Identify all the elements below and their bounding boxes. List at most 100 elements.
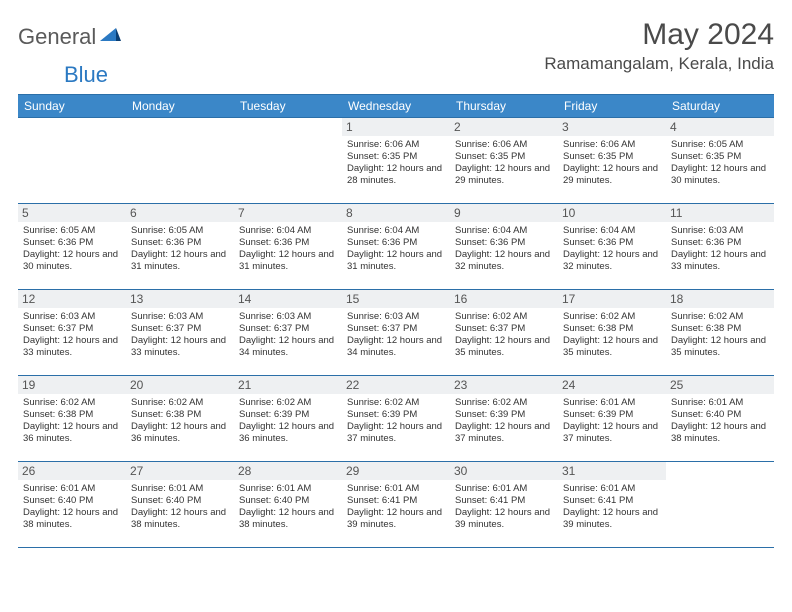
day-number: 10 <box>558 204 666 222</box>
calendar-cell: 23Sunrise: 6:02 AMSunset: 6:39 PMDayligh… <box>450 376 558 462</box>
day-info: Sunrise: 6:02 AMSunset: 6:38 PMDaylight:… <box>671 311 769 359</box>
day-info: Sunrise: 6:06 AMSunset: 6:35 PMDaylight:… <box>347 139 445 187</box>
calendar-cell <box>18 118 126 204</box>
day-number: 30 <box>450 462 558 480</box>
weekday-header: Sunday <box>18 95 126 118</box>
day-number: 23 <box>450 376 558 394</box>
day-number: 2 <box>450 118 558 136</box>
calendar-cell: 3 Sunrise: 6:06 AMSunset: 6:35 PMDaylight… <box>558 118 666 204</box>
calendar-cell: 27Sunrise: 6:01 AMSunset: 6:40 PMDayligh… <box>126 462 234 548</box>
calendar-cell: 6Sunrise: 6:05 AMSunset: 6:36 PMDaylight… <box>126 204 234 290</box>
calendar-cell: 13 Sunrise: 6:03 AMSunset: 6:37 PMDayligh… <box>126 290 234 376</box>
calendar-cell: 21Sunrise: 6:02 AMSunset: 6:39 PMDayligh… <box>234 376 342 462</box>
day-info: Sunrise: 6:05 AMSunset: 6:35 PMDaylight:… <box>671 139 769 187</box>
day-info: Sunrise: 6:03 AMSunset: 6:37 PMDaylight:… <box>131 311 229 359</box>
day-info: Sunrise: 6:02 AMSunset: 6:39 PMDaylight:… <box>239 397 337 445</box>
calendar-cell: 1 Sunrise: 6:06 AMSunset: 6:35 PMDaylight… <box>342 118 450 204</box>
day-info: Sunrise: 6:04 AMSunset: 6:36 PMDaylight:… <box>239 225 337 273</box>
day-number: 7 <box>234 204 342 222</box>
weekday-header: Saturday <box>666 95 774 118</box>
location-text: Ramamangalam, Kerala, India <box>544 54 774 74</box>
brand-word-2: Blue <box>64 62 108 88</box>
day-info: Sunrise: 6:03 AMSunset: 6:36 PMDaylight:… <box>671 225 769 273</box>
day-info: Sunrise: 6:01 AMSunset: 6:40 PMDaylight:… <box>23 483 121 531</box>
calendar-cell: 11 Sunrise: 6:03 AMSunset: 6:36 PMDayligh… <box>666 204 774 290</box>
day-number: 3 <box>558 118 666 136</box>
day-info: Sunrise: 6:06 AMSunset: 6:35 PMDaylight:… <box>563 139 661 187</box>
calendar-cell: 30 Sunrise: 6:01 AMSunset: 6:41 PMDayligh… <box>450 462 558 548</box>
calendar-row: 5 Sunrise: 6:05 AMSunset: 6:36 PMDaylight… <box>18 204 774 290</box>
calendar-row: 12 Sunrise: 6:03 AMSunset: 6:37 PMDayligh… <box>18 290 774 376</box>
day-number: 24 <box>558 376 666 394</box>
calendar-cell: 2 Sunrise: 6:06 AMSunset: 6:35 PMDaylight… <box>450 118 558 204</box>
day-info: Sunrise: 6:03 AMSunset: 6:37 PMDaylight:… <box>239 311 337 359</box>
calendar-row: 19 Sunrise: 6:02 AMSunset: 6:38 PMDayligh… <box>18 376 774 462</box>
day-info: Sunrise: 6:02 AMSunset: 6:38 PMDaylight:… <box>23 397 121 445</box>
day-number: 28 <box>234 462 342 480</box>
day-number: 16 <box>450 290 558 308</box>
weekday-header: Monday <box>126 95 234 118</box>
day-number: 11 <box>666 204 774 222</box>
day-info: Sunrise: 6:02 AMSunset: 6:38 PMDaylight:… <box>131 397 229 445</box>
brand-word-1: General <box>18 24 96 50</box>
day-number: 15 <box>342 290 450 308</box>
day-number: 1 <box>342 118 450 136</box>
weekday-row: SundayMondayTuesdayWednesdayThursdayFrid… <box>18 95 774 118</box>
day-info: Sunrise: 6:04 AMSunset: 6:36 PMDaylight:… <box>455 225 553 273</box>
calendar-cell: 19 Sunrise: 6:02 AMSunset: 6:38 PMDayligh… <box>18 376 126 462</box>
day-number: 25 <box>666 376 774 394</box>
day-info: Sunrise: 6:05 AMSunset: 6:36 PMDaylight:… <box>131 225 229 273</box>
calendar-cell <box>126 118 234 204</box>
day-number: 31 <box>558 462 666 480</box>
title-block: May 2024 Ramamangalam, Kerala, India <box>544 18 774 74</box>
calendar-cell: 5 Sunrise: 6:05 AMSunset: 6:36 PMDaylight… <box>18 204 126 290</box>
day-info: Sunrise: 6:01 AMSunset: 6:41 PMDaylight:… <box>563 483 661 531</box>
calendar-cell: 28 Sunrise: 6:01 AMSunset: 6:40 PMDayligh… <box>234 462 342 548</box>
day-info: Sunrise: 6:06 AMSunset: 6:35 PMDaylight:… <box>455 139 553 187</box>
day-info: Sunrise: 6:01 AMSunset: 6:40 PMDaylight:… <box>239 483 337 531</box>
day-info: Sunrise: 6:01 AMSunset: 6:39 PMDaylight:… <box>563 397 661 445</box>
calendar-cell: 14Sunrise: 6:03 AMSunset: 6:37 PMDayligh… <box>234 290 342 376</box>
calendar-cell: 16Sunrise: 6:02 AMSunset: 6:37 PMDayligh… <box>450 290 558 376</box>
day-info: Sunrise: 6:03 AMSunset: 6:37 PMDaylight:… <box>23 311 121 359</box>
calendar-cell: 17Sunrise: 6:02 AMSunset: 6:38 PMDayligh… <box>558 290 666 376</box>
calendar-cell: 8Sunrise: 6:04 AMSunset: 6:36 PMDaylight… <box>342 204 450 290</box>
calendar-body: 1 Sunrise: 6:06 AMSunset: 6:35 PMDaylight… <box>18 118 774 548</box>
calendar-row: 1 Sunrise: 6:06 AMSunset: 6:35 PMDaylight… <box>18 118 774 204</box>
weekday-header: Tuesday <box>234 95 342 118</box>
day-info: Sunrise: 6:01 AMSunset: 6:41 PMDaylight:… <box>347 483 445 531</box>
day-info: Sunrise: 6:01 AMSunset: 6:40 PMDaylight:… <box>671 397 769 445</box>
day-number: 12 <box>18 290 126 308</box>
weekday-header: Friday <box>558 95 666 118</box>
day-number: 13 <box>126 290 234 308</box>
calendar-cell: 26 Sunrise: 6:01 AMSunset: 6:40 PMDayligh… <box>18 462 126 548</box>
calendar-cell: 12 Sunrise: 6:03 AMSunset: 6:37 PMDayligh… <box>18 290 126 376</box>
day-number: 19 <box>18 376 126 394</box>
calendar-head: SundayMondayTuesdayWednesdayThursdayFrid… <box>18 95 774 118</box>
day-number: 29 <box>342 462 450 480</box>
day-info: Sunrise: 6:02 AMSunset: 6:39 PMDaylight:… <box>347 397 445 445</box>
day-number: 26 <box>18 462 126 480</box>
day-number: 18 <box>666 290 774 308</box>
calendar-cell: 22Sunrise: 6:02 AMSunset: 6:39 PMDayligh… <box>342 376 450 462</box>
day-info: Sunrise: 6:05 AMSunset: 6:36 PMDaylight:… <box>23 225 121 273</box>
day-number: 8 <box>342 204 450 222</box>
calendar-cell: 15Sunrise: 6:03 AMSunset: 6:37 PMDayligh… <box>342 290 450 376</box>
calendar-cell: 9 Sunrise: 6:04 AMSunset: 6:36 PMDaylight… <box>450 204 558 290</box>
weekday-header: Thursday <box>450 95 558 118</box>
calendar-cell: 31 Sunrise: 6:01 AMSunset: 6:41 PMDayligh… <box>558 462 666 548</box>
day-number: 9 <box>450 204 558 222</box>
day-number: 20 <box>126 376 234 394</box>
day-info: Sunrise: 6:01 AMSunset: 6:41 PMDaylight:… <box>455 483 553 531</box>
calendar-table: SundayMondayTuesdayWednesdayThursdayFrid… <box>18 94 774 548</box>
day-info: Sunrise: 6:01 AMSunset: 6:40 PMDaylight:… <box>131 483 229 531</box>
day-number: 4 <box>666 118 774 136</box>
day-number: 17 <box>558 290 666 308</box>
calendar-cell: 4 Sunrise: 6:05 AMSunset: 6:35 PMDaylight… <box>666 118 774 204</box>
brand-triangle-icon <box>100 26 122 49</box>
calendar-row: 26 Sunrise: 6:01 AMSunset: 6:40 PMDayligh… <box>18 462 774 548</box>
day-number: 5 <box>18 204 126 222</box>
brand-logo: General <box>18 18 124 50</box>
calendar-cell: 25 Sunrise: 6:01 AMSunset: 6:40 PMDayligh… <box>666 376 774 462</box>
calendar-cell: 24 Sunrise: 6:01 AMSunset: 6:39 PMDayligh… <box>558 376 666 462</box>
